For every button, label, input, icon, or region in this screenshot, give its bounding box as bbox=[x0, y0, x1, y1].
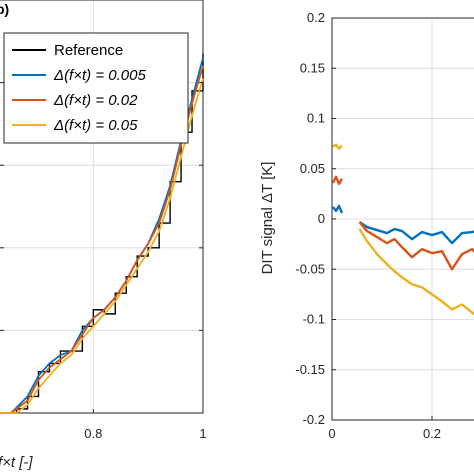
legend-label-f-t-0-02: Δ(f×t) = 0.02 bbox=[53, 92, 138, 109]
right-y-tick-label: -0.05 bbox=[295, 261, 325, 276]
right-x-tick-label: 0.2 bbox=[423, 426, 441, 441]
right-y-tick-label: -0.1 bbox=[303, 312, 325, 327]
right-series-f-t-0-05 bbox=[332, 143, 474, 316]
right-y-tick-label: 0 bbox=[318, 211, 325, 226]
right-series-main-segment bbox=[358, 221, 474, 271]
left-series-f-t-0-05 bbox=[0, 78, 204, 414]
right-series-initial-segment bbox=[331, 175, 344, 186]
panel-label: b) bbox=[0, 1, 9, 17]
right-series-f-t-0-02 bbox=[331, 175, 474, 271]
left-x-tick-label: 0.8 bbox=[84, 426, 102, 441]
right-y-tick-label: 0.2 bbox=[307, 10, 325, 25]
legend-label-f-t-0-05: Δ(f×t) = 0.05 bbox=[53, 117, 138, 134]
right-y-tick-label: 0.15 bbox=[300, 60, 325, 75]
right-chart-panel: -0.2 -0.15 -0.1 -0.05 0 0.05 0.1 0.15 0.2 0 0.2 DI… bbox=[259, 10, 474, 441]
right-gridlines bbox=[331, 17, 474, 421]
right-series-group bbox=[331, 143, 474, 316]
left-tick-labels: 0.60.81 bbox=[0, 82, 207, 441]
right-y-axis-label: DIT signal ΔT [K] bbox=[259, 162, 276, 275]
right-y-tick-label: 0.05 bbox=[300, 161, 325, 176]
left-series-group bbox=[0, 53, 204, 414]
left-series-f-t-0-02 bbox=[0, 65, 204, 414]
right-tick-labels: -0.2 -0.15 -0.1 -0.05 0 0.05 0.1 0.15 0.2 0 0.2 bbox=[295, 10, 441, 441]
legend: Reference Δ(f×t) = 0.005 Δ(f×t) = 0.02 Δ(f×… bbox=[3, 32, 189, 144]
right-series-main-segment bbox=[358, 228, 474, 316]
legend-label-reference: Reference bbox=[54, 42, 123, 59]
right-series-initial-segment bbox=[332, 143, 343, 150]
left-x-tick-label: 1 bbox=[199, 426, 206, 441]
right-x-tick-label: 0 bbox=[328, 426, 335, 441]
left-x-axis-label: f×t [-] bbox=[0, 454, 33, 471]
right-series-f-t-0-005 bbox=[332, 204, 474, 245]
right-y-tick-label: -0.15 bbox=[295, 362, 325, 377]
right-y-tick-label: 0.1 bbox=[307, 111, 325, 126]
right-y-tick-label: -0.2 bbox=[303, 412, 325, 427]
left-axes-box bbox=[0, 0, 204, 414]
right-series-initial-segment bbox=[332, 204, 344, 214]
right-series-main-segment bbox=[358, 221, 474, 245]
legend-label-f-t-0-005: Δ(f×t) = 0.005 bbox=[53, 67, 146, 84]
